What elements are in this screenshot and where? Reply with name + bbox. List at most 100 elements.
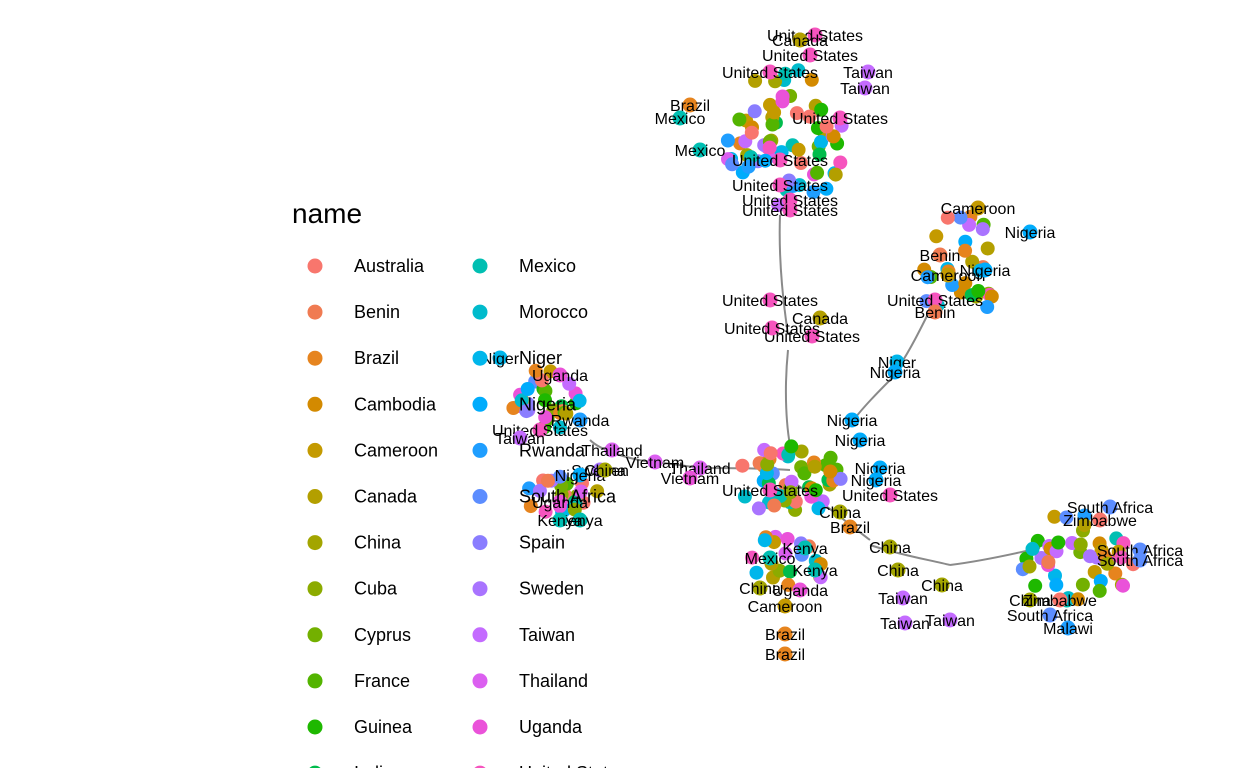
- graph-node: South Africa: [1097, 552, 1183, 570]
- graph-node-dot: [772, 152, 788, 168]
- graph-node-dot: [552, 367, 568, 383]
- graph-node: United States: [887, 292, 983, 310]
- graph-node-label: United States: [722, 483, 818, 500]
- graph-node-label: Mexico: [675, 143, 726, 160]
- legend-label: Sweden: [519, 579, 584, 599]
- graph-node: [965, 254, 980, 269]
- graph-node-dot: [777, 646, 793, 662]
- graph-node: [532, 483, 547, 498]
- graph-node: [958, 243, 973, 258]
- legend-items: Australia Benin Brazil Cambodia Cameroon Cana…: [307, 256, 627, 768]
- graph-node-dot: [792, 582, 808, 598]
- graph-node: [762, 140, 777, 155]
- graph-node: [807, 459, 822, 474]
- graph-node-dot: [897, 615, 913, 631]
- graph-node: [971, 284, 986, 298]
- graph-node: China: [819, 504, 861, 522]
- graph-node-label: China: [739, 581, 781, 598]
- graph-node: [1075, 577, 1090, 592]
- legend-label: Mexico: [519, 256, 576, 276]
- graph-node-label: Taiwan: [880, 616, 930, 633]
- graph-node-dot: [692, 460, 708, 476]
- graph-node: [553, 469, 567, 484]
- graph-node: [737, 489, 752, 504]
- graph-node-label: United States: [767, 28, 863, 45]
- graph-node-label: Malawi: [1043, 621, 1093, 638]
- graph-node: Thailand: [581, 442, 643, 460]
- legend-label: South Africa: [519, 487, 617, 507]
- graph-node-label: Zimbabwe: [1063, 513, 1137, 530]
- graph-node-label: South Africa: [1097, 553, 1183, 570]
- legend-label: Uganda: [519, 717, 583, 737]
- graph-node-label: United States: [762, 48, 858, 65]
- graph-node-label: United States: [722, 65, 818, 82]
- graph-node: Malawi: [1043, 620, 1093, 638]
- graph-node-dot: [1132, 552, 1148, 568]
- graph-node-label: Nigeria: [1005, 225, 1056, 242]
- graph-node: Nigeria: [851, 472, 901, 490]
- graph-node-dot: [792, 32, 808, 48]
- graph-node-dot: [682, 470, 698, 486]
- graph-node-label: China: [869, 540, 911, 557]
- graph-node-label: South Africa: [1007, 608, 1093, 625]
- graph-node-dot: [672, 110, 688, 126]
- graph-node: Canada: [792, 310, 848, 328]
- graph-node: [940, 210, 955, 225]
- graph-node: China: [584, 462, 626, 480]
- legend-title: name: [292, 198, 362, 229]
- graph-node-label: Canada: [772, 33, 828, 50]
- legend-key: [472, 350, 488, 366]
- graph-node-label: United States: [792, 111, 888, 128]
- legend-key: [307, 719, 323, 735]
- graph-node: [735, 458, 750, 473]
- graph-node: China: [877, 562, 919, 580]
- graph-node: [538, 410, 553, 425]
- legend-item: Cuba: [307, 579, 398, 599]
- graph-node-dot: [762, 482, 778, 498]
- graph-node: [823, 464, 838, 479]
- graph-node: China: [739, 580, 781, 598]
- graph-node: Mexico: [655, 110, 705, 128]
- graph-node: [771, 198, 786, 213]
- graph-node: United States: [732, 152, 828, 170]
- graph-node: Uganda: [772, 582, 828, 600]
- legend-key: [309, 765, 321, 768]
- graph-node-label: United States: [887, 293, 983, 310]
- graph-node-dot: [895, 590, 911, 606]
- legend-key: [472, 258, 488, 274]
- graph-node-dot: [927, 292, 943, 308]
- graph-node-dot: [934, 577, 950, 593]
- legend-key: [307, 304, 323, 320]
- graph-node-label: United States: [732, 153, 828, 170]
- graph-node: [767, 498, 782, 513]
- graph-node: [823, 450, 838, 465]
- graph-node: [980, 241, 995, 256]
- graph-node: [745, 550, 760, 565]
- graph-node: [1092, 583, 1107, 598]
- graph-node-dot: [802, 47, 818, 63]
- graph-node: Kenya: [782, 540, 828, 558]
- graph-node: [804, 72, 819, 87]
- graph-node-label: Benin: [920, 248, 961, 265]
- graph-node: Taiwan: [925, 612, 975, 630]
- legend-item: Cyprus: [307, 625, 411, 645]
- graph-node: [1049, 577, 1064, 592]
- legend-label: Australia: [354, 256, 425, 276]
- graph-node: [1100, 556, 1115, 571]
- legend-item: Cameroon: [307, 440, 438, 460]
- graph-node: [1108, 566, 1123, 581]
- graph-node-label: United States: [742, 193, 838, 210]
- graph-node-label: Cameroon: [941, 201, 1016, 218]
- graph-node-label: United States: [722, 293, 818, 310]
- graph-node: [541, 473, 555, 488]
- legend-item: South Africa: [472, 487, 617, 507]
- graph-node: United States: [732, 177, 828, 195]
- graph-node-dot: [860, 64, 876, 80]
- graph-node: [1083, 549, 1097, 564]
- legend-key: [472, 304, 488, 320]
- graph-node: [744, 125, 759, 140]
- legend-label: Rwanda: [519, 440, 586, 460]
- graph-node: [778, 66, 793, 81]
- graph-node-dot: [572, 467, 588, 483]
